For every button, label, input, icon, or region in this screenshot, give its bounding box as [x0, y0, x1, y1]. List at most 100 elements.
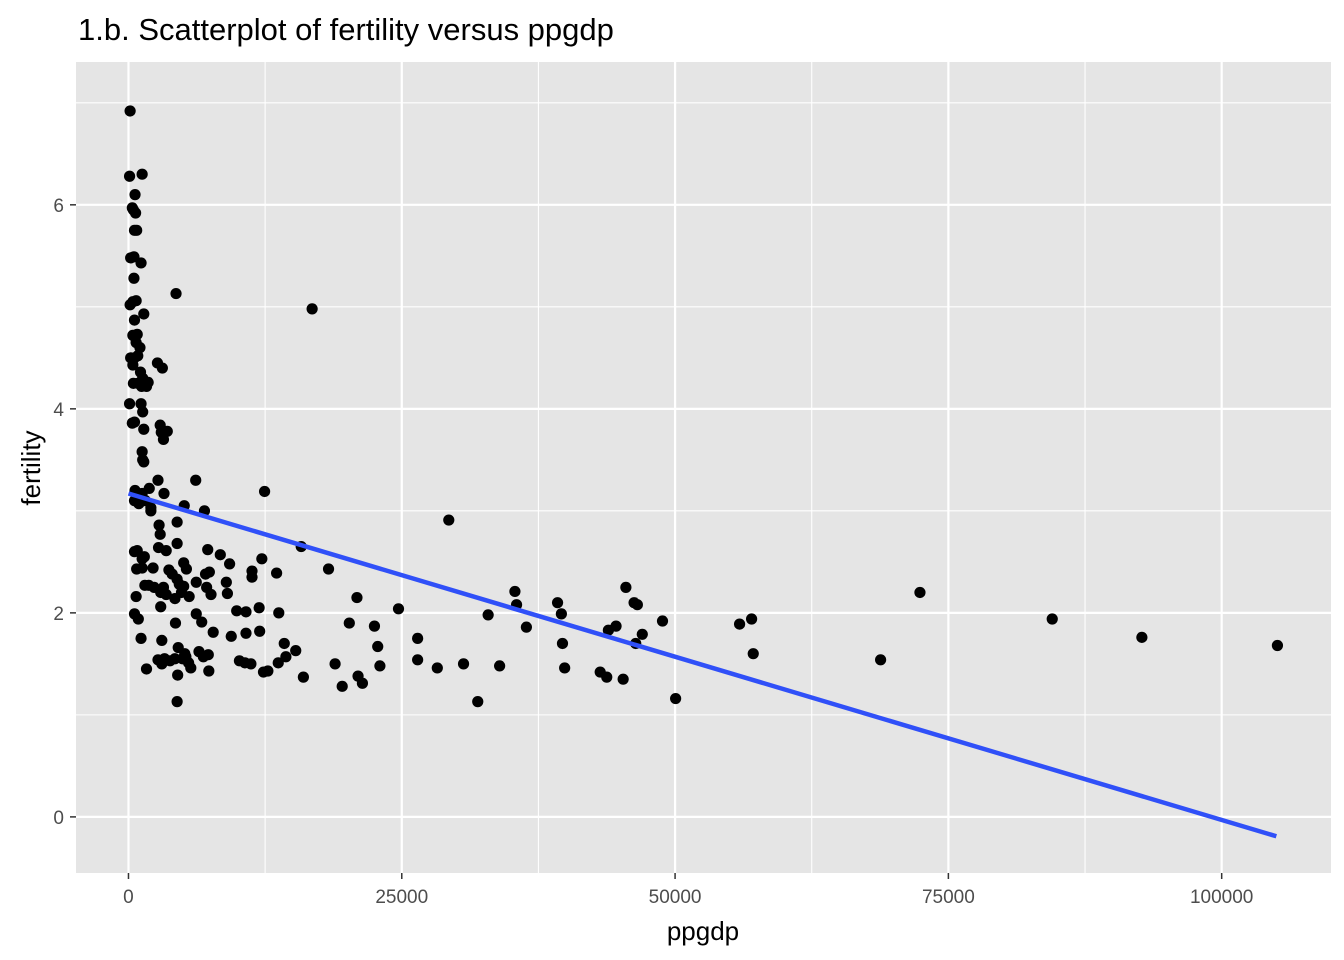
chart-title: 1.b. Scatterplot of fertility versus ppg…	[78, 12, 614, 47]
data-point	[203, 665, 215, 677]
data-point	[145, 502, 157, 514]
major-gridlines	[76, 62, 1331, 873]
data-point	[170, 287, 182, 300]
data-point	[875, 654, 887, 666]
data-point	[306, 303, 318, 315]
data-point	[155, 601, 167, 613]
fit-line	[127, 491, 1277, 839]
data-point	[138, 456, 150, 468]
data-point	[138, 308, 150, 320]
data-point	[559, 662, 571, 674]
data-point	[160, 545, 172, 557]
data-point	[733, 618, 746, 630]
data-point	[224, 558, 236, 570]
data-point	[190, 576, 202, 588]
data-point	[1271, 639, 1284, 652]
data-point	[172, 669, 184, 681]
plot-panel	[76, 62, 1331, 873]
data-point	[180, 563, 193, 575]
data-point	[271, 567, 283, 579]
data-point	[636, 628, 648, 640]
data-point	[343, 617, 355, 629]
data-point	[374, 660, 386, 672]
data-point	[202, 544, 214, 556]
data-point	[457, 658, 470, 670]
x-tick-label: 50000	[649, 887, 702, 908]
data-point	[262, 665, 274, 677]
data-point	[136, 168, 148, 180]
data-point	[322, 563, 335, 575]
x-tick-label: 75000	[922, 887, 975, 908]
data-point	[520, 621, 533, 633]
data-point	[129, 189, 141, 201]
data-point	[123, 170, 136, 182]
data-point	[336, 680, 348, 692]
data-point	[128, 272, 140, 284]
data-point	[142, 376, 154, 388]
data-point	[225, 630, 237, 642]
data-point	[329, 658, 341, 670]
data-point	[240, 606, 252, 618]
data-point	[123, 398, 136, 410]
data-point	[128, 416, 141, 428]
data-point	[140, 663, 153, 675]
data-point	[138, 423, 150, 435]
data-point	[129, 207, 142, 219]
data-point	[356, 677, 369, 689]
data-point	[1046, 613, 1058, 625]
data-point	[196, 616, 208, 628]
data-point	[171, 516, 183, 528]
data-point	[231, 605, 243, 617]
data-point	[240, 627, 252, 639]
data-point	[136, 562, 148, 574]
x-axis-label: ppgdp	[667, 916, 739, 946]
data-point	[631, 599, 643, 611]
data-point	[214, 549, 226, 561]
data-point	[156, 634, 168, 647]
data-point	[372, 640, 384, 653]
y-tick-label: 0	[53, 808, 64, 829]
data-point	[135, 632, 147, 644]
data-point	[482, 609, 494, 621]
data-point	[443, 514, 455, 526]
x-axis: 0 25000 50000 75000 100000	[123, 873, 1253, 908]
data-point	[124, 105, 136, 117]
data-point	[156, 658, 168, 670]
data-point	[617, 673, 629, 685]
data-point	[130, 590, 142, 603]
data-point	[183, 590, 195, 603]
data-point	[254, 625, 266, 637]
data-point	[203, 566, 215, 578]
x-tick-label: 0	[123, 887, 134, 908]
data-point	[278, 637, 290, 650]
data-point	[202, 649, 214, 661]
y-axis: 0 2 4 6	[53, 196, 76, 829]
data-point	[169, 617, 182, 629]
data-point	[147, 562, 159, 574]
data-point	[138, 551, 150, 563]
data-point	[158, 487, 170, 500]
data-point	[620, 581, 632, 593]
data-point	[256, 553, 268, 565]
data-point	[601, 671, 613, 683]
data-point	[157, 433, 170, 446]
data-point	[205, 588, 217, 601]
data-point	[131, 224, 143, 236]
data-point	[431, 662, 443, 674]
data-point	[171, 696, 183, 708]
data-point	[131, 328, 143, 340]
data-point	[154, 528, 166, 540]
data-point	[220, 576, 232, 588]
data-point	[137, 406, 149, 418]
data-point	[132, 350, 144, 362]
data-point	[221, 587, 234, 600]
data-point	[555, 608, 567, 620]
y-tick-label: 2	[53, 604, 64, 625]
data-point	[190, 608, 202, 620]
data-point	[392, 603, 405, 615]
data-point	[180, 651, 192, 663]
data-point	[124, 299, 136, 311]
data-point	[127, 359, 139, 371]
data-point	[128, 314, 141, 326]
